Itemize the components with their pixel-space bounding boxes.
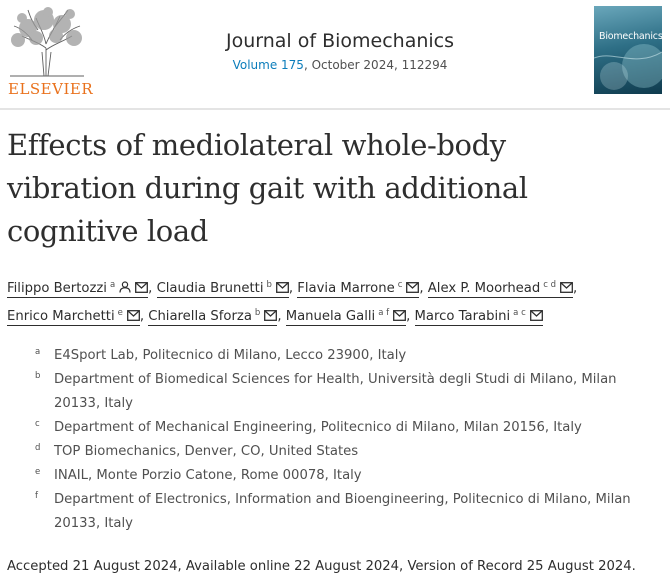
author-affiliation-mark: c — [397, 280, 403, 290]
author-name: Manuela Galli — [285, 309, 376, 324]
email-icon — [135, 282, 149, 293]
affiliation-mark: b — [35, 371, 41, 381]
author-link[interactable]: Chiarella Sforza b — [148, 308, 278, 326]
affiliation-mark: e — [35, 467, 41, 477]
author-affiliation-mark: b — [266, 280, 272, 290]
affiliation-text: Department of Biomedical Sciences for He… — [54, 372, 617, 387]
affiliation-item: c Department of Mechanical Engineering, P… — [35, 416, 635, 440]
author-link[interactable]: Enrico Marchetti e — [7, 308, 140, 326]
affiliation-text: Department of Electronics, Information a… — [54, 492, 631, 507]
author-name: Enrico Marchetti — [7, 309, 115, 324]
author-name: Marco Tarabini — [414, 309, 511, 324]
author-affiliation-mark: b — [254, 308, 261, 318]
email-icon — [126, 310, 140, 321]
title-line: Effects of mediolateral whole-body — [7, 128, 506, 162]
affiliation-text: TOP Biomechanics, Denver, CO, United Sta… — [54, 444, 359, 459]
journal-info: Journal of Biomechanics Volume 175, Octo… — [140, 30, 540, 72]
author-link[interactable]: Flavia Marrone c — [297, 280, 420, 298]
affiliation-item: f Department of Electronics, Information … — [35, 488, 635, 536]
affiliation-item: e INAIL, Monte Porzio Catone, Rome 00078,… — [35, 464, 635, 488]
author-affiliation-mark: e — [117, 308, 123, 318]
volume-link[interactable]: Volume 175 — [232, 58, 304, 72]
affiliation-text: INAIL, Monte Porzio Catone, Rome 00078, … — [54, 468, 362, 483]
author-link[interactable]: Claudia Brunetti b — [156, 280, 289, 298]
affiliation-mark: f — [35, 491, 38, 501]
email-icon — [406, 282, 420, 293]
elsevier-logo[interactable]: ELSEVIER — [6, 6, 93, 98]
author-link[interactable]: Manuela Galli a f — [285, 308, 407, 326]
author-link[interactable]: Filippo Bertozzi a — [7, 280, 149, 298]
journal-cover-thumbnail[interactable]: Biomechanics — [594, 6, 662, 94]
author-name: Claudia Brunetti — [156, 281, 264, 296]
author-affiliation-mark: a — [109, 280, 116, 290]
author-name: Flavia Marrone — [297, 281, 395, 296]
elsevier-tree-icon — [10, 7, 84, 77]
affiliation-text-continued: 20133, Italy — [54, 396, 133, 411]
article-dates: Accepted 21 August 2024, Available onlin… — [7, 559, 636, 574]
elsevier-wordmark: ELSEVIER — [8, 80, 94, 98]
person-icon — [119, 281, 131, 293]
email-icon — [560, 282, 573, 293]
affiliation-text: Department of Mechanical Engineering, Po… — [54, 420, 582, 435]
email-icon — [275, 282, 289, 293]
affiliation-list: a E4Sport Lab, Politecnico di Milano, Lec… — [35, 344, 635, 536]
author-affiliation-mark: a c — [513, 308, 526, 318]
author-name: Chiarella Sforza — [148, 309, 252, 324]
author-link[interactable]: Alex P. Moorhead c d — [427, 280, 574, 298]
author-name: Alex P. Moorhead — [427, 281, 541, 296]
author-affiliation-mark: c d — [543, 280, 557, 290]
journal-name[interactable]: Journal of Biomechanics — [225, 30, 455, 52]
title-line: cognitive load — [7, 214, 208, 248]
journal-header: ELSEVIER Journal of Biomechanics Volume … — [0, 0, 670, 110]
email-icon — [529, 310, 543, 321]
affiliation-mark: c — [35, 419, 40, 429]
affiliation-text: E4Sport Lab, Politecnico di Milano, Lecc… — [54, 348, 407, 363]
affiliation-text-continued: 20133, Italy — [54, 516, 133, 531]
affiliation-item: b Department of Biomedical Sciences for H… — [35, 368, 635, 416]
author-name: Filippo Bertozzi — [7, 281, 107, 296]
title-line: vibration during gait with additional — [7, 171, 528, 205]
affiliation-mark: d — [35, 443, 41, 453]
author-affiliation-mark: a f — [378, 308, 390, 318]
cover-title: Biomechanics — [599, 31, 662, 42]
affiliation-item: a E4Sport Lab, Politecnico di Milano, Lec… — [35, 344, 635, 368]
article-title: Effects of mediolateral whole-body vibrat… — [7, 124, 607, 253]
cover-art — [594, 44, 662, 90]
email-icon — [264, 310, 278, 321]
affiliation-mark: a — [35, 347, 41, 357]
author-link[interactable]: Marco Tarabini a c — [414, 308, 543, 326]
header-divider — [0, 108, 670, 110]
affiliation-item: d TOP Biomechanics, Denver, CO, United St… — [35, 440, 635, 464]
author-list: Filippo Bertozzi a, Claudia Brunetti b, Fl… — [7, 280, 578, 326]
email-icon — [393, 310, 407, 321]
issue-info: , October 2024, 112294 — [303, 58, 448, 72]
journal-issue: Volume 175, October 2024, 112294 — [140, 58, 540, 72]
